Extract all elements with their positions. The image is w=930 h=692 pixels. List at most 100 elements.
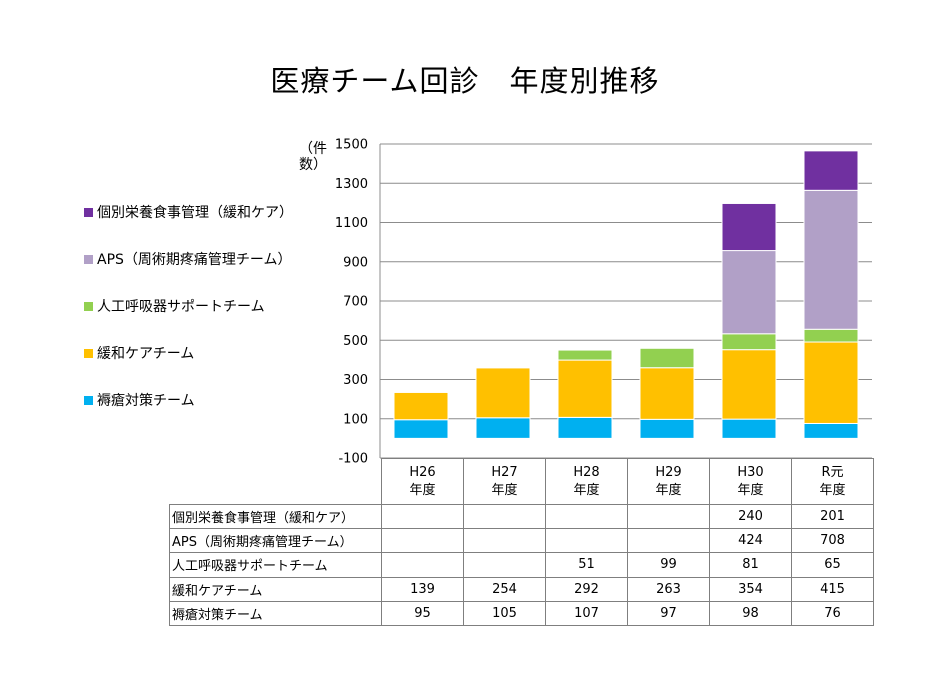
category-label-line2: 年度 — [819, 482, 846, 498]
table-cell: 99 — [627, 552, 710, 578]
legend-item-aps: APS（周術期疼痛管理チーム） — [84, 250, 384, 270]
y-tick-label: 300 — [343, 373, 368, 388]
bar-segment — [803, 422, 859, 439]
table-cell: 65 — [791, 552, 874, 578]
legend-swatch-ventilator — [84, 302, 93, 311]
category-label-line2: 年度 — [737, 482, 764, 498]
table-cell — [545, 528, 628, 554]
y-tick-label: 900 — [343, 255, 368, 270]
table-cell: 424 — [709, 528, 792, 554]
bar-segment — [721, 349, 777, 420]
table-cell — [545, 503, 628, 530]
legend-label-ventilator: 人工呼吸器サポートチーム — [97, 299, 265, 315]
table-row: 緩和ケアチーム 139 254 292 263 354 415 — [169, 576, 874, 602]
table-cell: 201 — [791, 503, 874, 530]
bar-segment — [475, 417, 531, 439]
table-row: 褥瘡対策チーム 95 105 107 97 98 76 — [169, 600, 874, 626]
legend-label-nutrition: 個別栄養食事管理（緩和ケア） — [97, 205, 293, 221]
category-label-line1: H29 — [655, 464, 682, 480]
legend-label-aps: APS（周術期疼痛管理チーム） — [97, 252, 292, 268]
table-cell — [627, 528, 710, 554]
legend-item-ventilator: 人工呼吸器サポートチーム — [84, 297, 384, 317]
table-row-label: 緩和ケアチーム — [169, 576, 382, 602]
table-header-cell: H28 年度 — [545, 458, 628, 505]
category-label-line1: R元 — [821, 464, 844, 480]
table-cell — [463, 528, 546, 554]
table-row-label: 褥瘡対策チーム — [169, 600, 382, 626]
table-cell — [627, 503, 710, 530]
bar-segment — [803, 328, 859, 343]
table-cell: 95 — [381, 600, 464, 626]
bar-segment — [557, 359, 613, 418]
table-row: APS（周術期疼痛管理チーム） 424 708 — [169, 528, 874, 554]
table-header-cell: H29 年度 — [627, 458, 710, 505]
table-cell — [463, 552, 546, 578]
table-cell: 105 — [463, 600, 546, 626]
y-tick-label: 1100 — [335, 216, 368, 231]
table-row-label: 個別栄養食事管理（緩和ケア） — [169, 503, 382, 530]
y-tick-label: 1300 — [335, 177, 368, 192]
table-cell: 107 — [545, 600, 628, 626]
bar-segment — [803, 189, 859, 330]
y-tick-label: 1500 — [335, 138, 368, 153]
bar-segment — [557, 416, 613, 439]
legend-swatch-aps — [84, 255, 93, 264]
table-row: 人工呼吸器サポートチーム 51 99 81 65 — [169, 552, 874, 578]
table-header-cell: H30 年度 — [709, 458, 792, 505]
chart-title: 医療チーム回診 年度別推移 — [270, 64, 660, 98]
legend-swatch-nutrition — [84, 208, 93, 217]
y-tick-label: 700 — [343, 295, 368, 310]
y-tick-label: 100 — [343, 412, 368, 427]
category-label-line2: 年度 — [573, 482, 600, 498]
bar-segment — [721, 202, 777, 252]
category-label-line2: 年度 — [491, 482, 518, 498]
table-header-cell: H27 年度 — [463, 458, 546, 505]
table-cell — [381, 552, 464, 578]
table-cell: 81 — [709, 552, 792, 578]
table-cell: 263 — [627, 576, 710, 602]
table-cell: 708 — [791, 528, 874, 554]
table-cell: 254 — [463, 576, 546, 602]
category-label-line1: H27 — [491, 464, 518, 480]
table-cell — [463, 503, 546, 530]
bar-segment — [721, 418, 777, 439]
legend-item-nutrition: 個別栄養食事管理（緩和ケア） — [84, 203, 384, 223]
bar-segment — [475, 367, 531, 419]
table-cell — [381, 528, 464, 554]
category-label-line1: H26 — [409, 464, 436, 480]
table-row: 個別栄養食事管理（緩和ケア） 240 201 — [169, 503, 874, 530]
table-row-label: 人工呼吸器サポートチーム — [169, 552, 382, 578]
table-header-row: H26 年度 H27 年度 H28 年度 H29 年度 H30 年度 R元年度 — [169, 458, 874, 505]
bar-segment — [639, 418, 695, 439]
category-label-line2: 年度 — [409, 482, 436, 498]
bar-segment — [721, 333, 777, 351]
legend-item-pressure-ulcer: 褥瘡対策チーム — [84, 391, 384, 411]
bar-segment — [803, 150, 859, 191]
legend-item-palliative: 緩和ケアチーム — [84, 344, 384, 364]
bar-segment — [639, 347, 695, 369]
bar-segment — [721, 250, 777, 335]
category-label-line1: H28 — [573, 464, 600, 480]
table-cell: 240 — [709, 503, 792, 530]
table-cell: 139 — [381, 576, 464, 602]
table-cell: 354 — [709, 576, 792, 602]
legend-swatch-pressure-ulcer — [84, 396, 93, 405]
legend-label-pressure-ulcer: 褥瘡対策チーム — [97, 393, 195, 409]
bar-segment — [393, 391, 449, 421]
table-cell — [381, 503, 464, 530]
bar-segment — [557, 349, 613, 361]
table-header-cell: H26 年度 — [381, 458, 464, 505]
table-cell: 415 — [791, 576, 874, 602]
table-row-label: APS（周術期疼痛管理チーム） — [169, 528, 382, 554]
bar-segment — [803, 341, 859, 424]
y-tick-label: 500 — [343, 334, 368, 349]
data-table: H26 年度 H27 年度 H28 年度 H29 年度 H30 年度 R元年度 個別栄養食… — [169, 458, 874, 626]
bar-segment — [393, 419, 449, 439]
table-cell: 98 — [709, 600, 792, 626]
table-corner — [169, 458, 382, 505]
table-header-cell: R元年度 — [791, 458, 874, 505]
table-cell: 97 — [627, 600, 710, 626]
table-cell: 292 — [545, 576, 628, 602]
category-label-line2: 年度 — [655, 482, 682, 498]
table-cell: 76 — [791, 600, 874, 626]
